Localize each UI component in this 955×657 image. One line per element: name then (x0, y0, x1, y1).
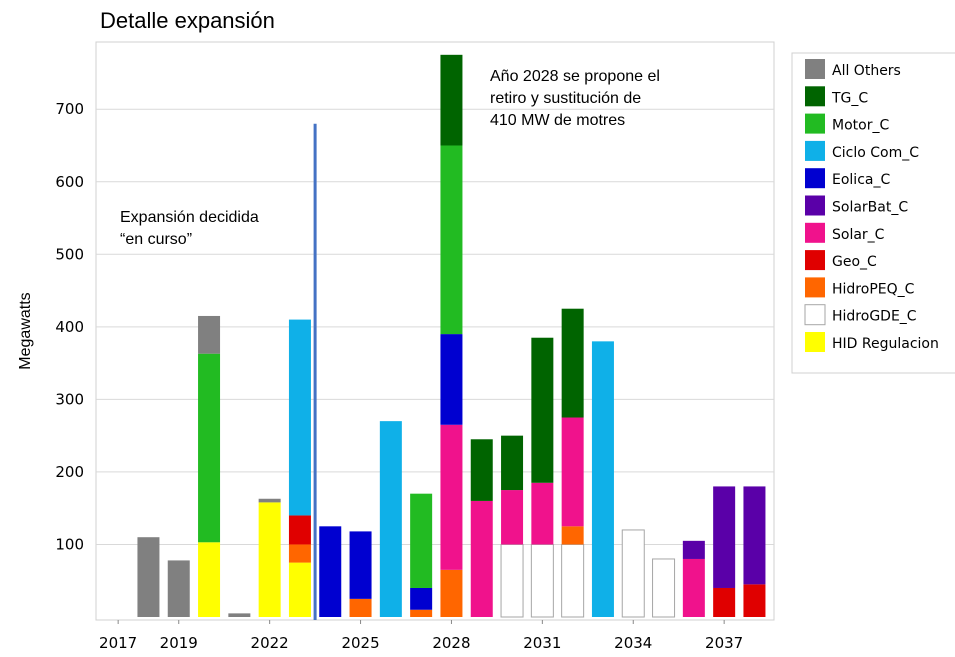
bar-2023-hid-regulacion (288, 562, 311, 617)
bar-2027-motor-c (410, 493, 433, 588)
annotation-1-line: Expansión decidida (120, 209, 259, 226)
bar-2020-all-others (198, 315, 221, 354)
bar-2030-tg-c (501, 435, 524, 491)
bar-2018-all-others (137, 537, 160, 617)
annotation-2-line: retiro y sustitución de (490, 90, 641, 107)
x-tick-label: 2019 (160, 634, 198, 652)
legend-label[interactable]: All Others (832, 63, 901, 79)
legend-swatch[interactable] (805, 86, 825, 107)
legend-label[interactable]: HidroGDE_C (832, 309, 917, 325)
bar-2030-hidrogde-c (500, 543, 524, 618)
plot-area (95, 41, 775, 621)
bar-2037-solarbat-c (713, 486, 736, 588)
legend-swatch[interactable] (805, 250, 825, 271)
annotation-2-line: Año 2028 se propone el (490, 68, 660, 85)
bar-2038-solarbat-c (743, 486, 766, 585)
legend-swatch[interactable] (805, 222, 825, 243)
legend-label[interactable]: Solar_C (832, 227, 885, 243)
bar-2025-eolica-c (349, 531, 372, 599)
y-tick-label: 300 (55, 390, 84, 408)
bar-2035-hidrogde-c (652, 558, 676, 618)
annotation-1-line: “en curso” (120, 231, 192, 248)
bar-2023-ciclo-com-c (288, 319, 311, 516)
bar-2021-all-others (228, 613, 251, 617)
bar-2028-solar-c (440, 424, 463, 570)
bar-2031-solar-c (531, 482, 554, 545)
legend-label[interactable]: HidroPEQ_C (832, 281, 915, 297)
legend-label[interactable]: Geo_C (832, 254, 877, 270)
bar-2028-tg-c (440, 54, 463, 146)
chart-title: Detalle expansión (100, 8, 275, 33)
legend-label[interactable]: HID Regulacion (832, 336, 939, 352)
bar-2030-solar-c (501, 490, 524, 545)
bar-2037-geo-c (713, 587, 736, 617)
bar-2023-geo-c (288, 515, 311, 545)
bar-2026-ciclo-com-c (379, 421, 402, 617)
bar-2038-geo-c (743, 584, 766, 617)
x-tick-label: 2025 (341, 634, 379, 652)
legend-swatch[interactable] (805, 277, 825, 298)
bar-2028-eolica-c (440, 334, 463, 425)
legend-swatch[interactable] (805, 113, 825, 134)
y-tick-label: 600 (55, 173, 84, 191)
bar-2032-hidrogde-c (561, 543, 585, 618)
legend-swatch[interactable] (805, 168, 825, 189)
bar-2032-hidropeq-c (561, 526, 584, 545)
bar-2036-solar-c (682, 558, 705, 617)
x-tick-label: 2017 (99, 634, 137, 652)
x-tick-label: 2022 (251, 634, 289, 652)
bar-2029-tg-c (470, 439, 493, 501)
legend-swatch[interactable] (805, 140, 825, 161)
legend-swatch[interactable] (804, 304, 826, 326)
legend-swatch[interactable] (805, 195, 825, 216)
bar-2027-hidropeq-c (410, 609, 433, 617)
annotation-2-line: 410 MW de motres (490, 112, 625, 129)
legend-swatch[interactable] (805, 59, 825, 79)
bar-2032-tg-c (561, 308, 584, 418)
bar-2020-hid-regulacion (198, 542, 221, 617)
legend-label[interactable]: Ciclo Com_C (832, 145, 919, 161)
annotations: Expansión decidida “en curso” Año 2028 se … (120, 68, 660, 248)
bar-2033-ciclo-com-c (591, 341, 614, 617)
legend-swatch[interactable] (805, 332, 825, 352)
y-tick-label: 500 (55, 245, 84, 263)
legend-label[interactable]: Motor_C (832, 118, 889, 134)
y-tick-label: 100 (55, 535, 84, 553)
bar-2032-solar-c (561, 417, 584, 527)
bar-2034-hidrogde-c (621, 529, 645, 618)
x-tick-label: 2037 (705, 634, 743, 652)
bar-2023-hidropeq-c (288, 544, 311, 563)
legend-label[interactable]: TG_C (831, 90, 868, 106)
bar-2025-hidropeq-c (349, 598, 372, 617)
bar-2022-hid-regulacion (258, 502, 281, 617)
bars (137, 54, 766, 618)
y-tick-label: 200 (55, 463, 84, 481)
bar-2022-all-others (258, 498, 281, 503)
bar-2020-motor-c (198, 353, 221, 543)
bar-2019-all-others (167, 560, 190, 617)
y-tick-label: 400 (55, 318, 84, 336)
bar-2036-solarbat-c (682, 540, 705, 559)
x-tick-label: 2034 (614, 634, 652, 652)
x-axis-ticks: 2017 2019 2022 2025 2028 2031 2034 2037 (99, 620, 743, 652)
bar-2027-eolica-c (410, 587, 433, 610)
y-axis-ticks: 100 200 300 400 500 600 700 (55, 100, 84, 553)
x-tick-label: 2031 (523, 634, 561, 652)
legend-label[interactable]: SolarBat_C (832, 200, 908, 216)
legend-label[interactable]: Eolica_C (832, 172, 890, 188)
bar-2031-tg-c (531, 337, 554, 483)
x-tick-label: 2028 (432, 634, 470, 652)
bar-2031-hidrogde-c (530, 543, 554, 618)
bar-2028-hidropeq-c (440, 569, 463, 617)
bar-2024-eolica-c (319, 526, 342, 617)
y-axis-label: Megawatts (17, 292, 34, 369)
bar-2029-solar-c (470, 500, 493, 617)
bar-2028-motor-c (440, 145, 463, 335)
y-tick-label: 700 (55, 100, 84, 118)
legend[interactable]: All Others TG_C Motor_C Ciclo Com_C Eolica_C… (791, 52, 955, 374)
